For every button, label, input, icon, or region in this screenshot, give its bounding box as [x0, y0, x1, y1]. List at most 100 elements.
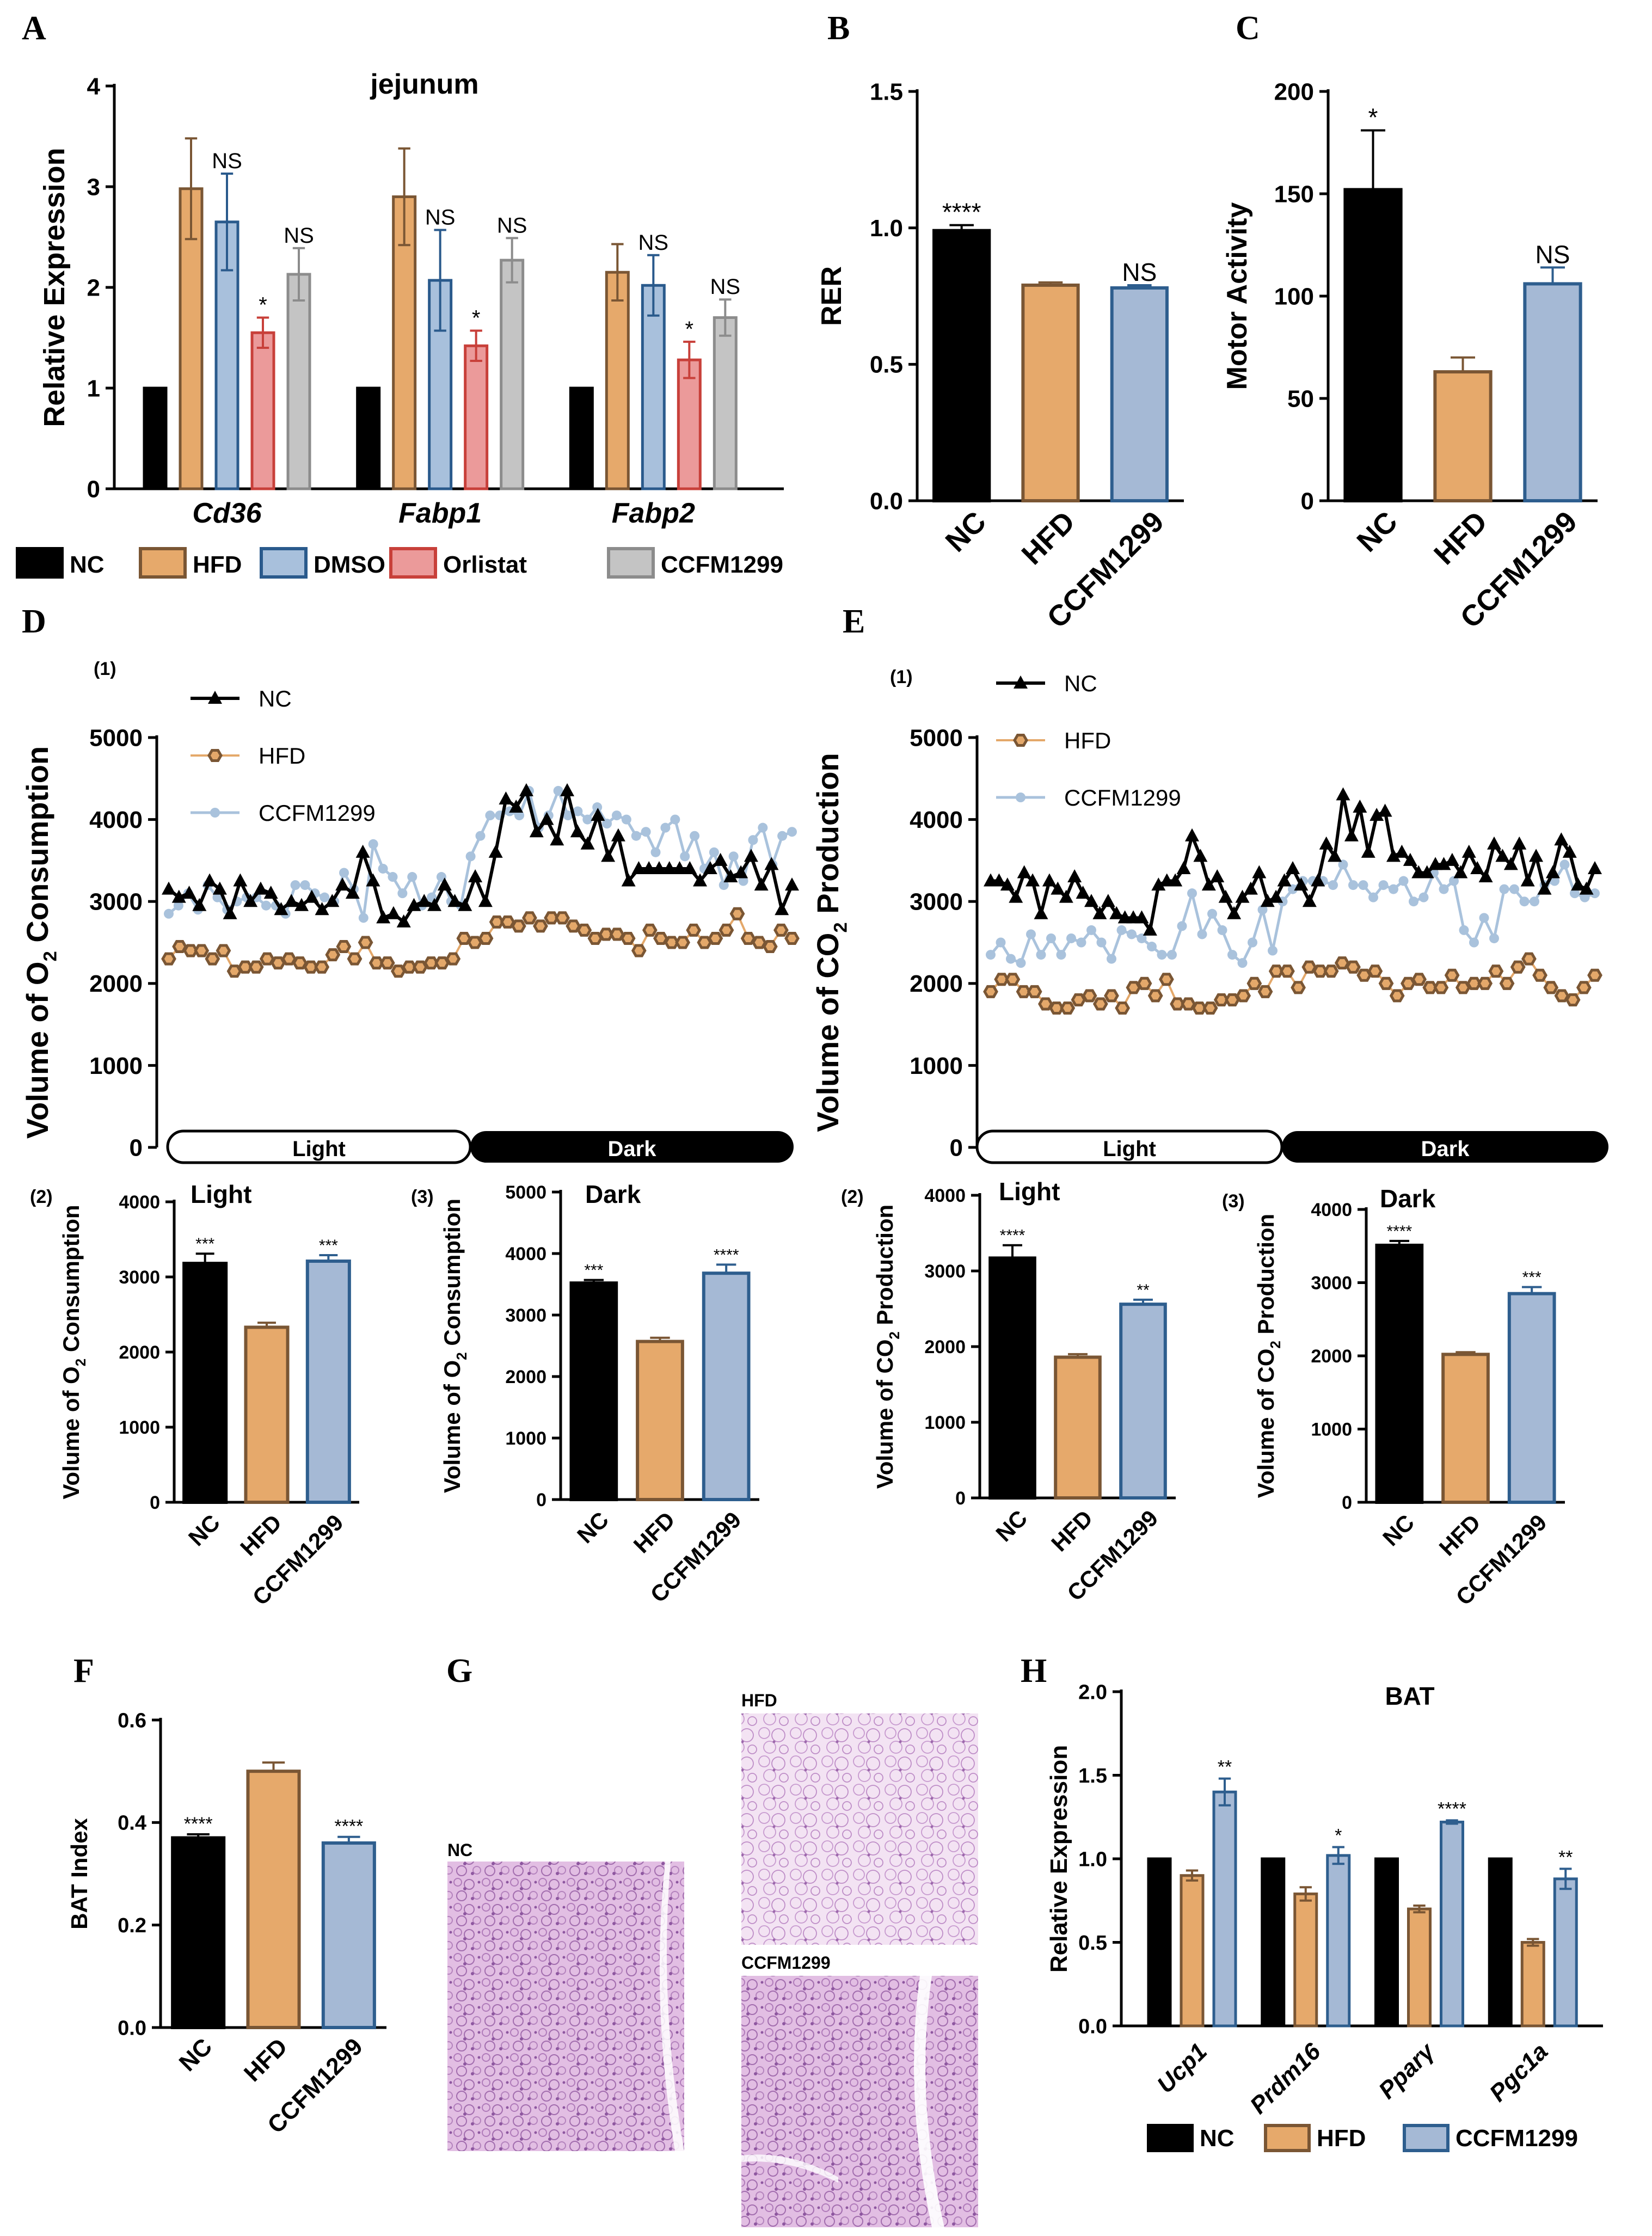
y-tick-label: 4000: [924, 1185, 966, 1206]
data-point: [1084, 894, 1098, 907]
data-point: [358, 913, 369, 923]
data-point: [1554, 989, 1570, 1003]
sub-panel-label: (1): [94, 659, 116, 679]
chart-title: jejunum: [370, 69, 478, 100]
legend-swatch-CCFM1299: [607, 547, 655, 579]
chart-D(1): 0 1000 2000 3000 4000 5000 Light Dark NC HFD CCFM1…: [20, 659, 800, 1164]
bar-NC: [569, 386, 594, 490]
bar-CCFM1299: [1553, 1877, 1578, 2028]
data-point: [1358, 880, 1368, 890]
data-point: [1348, 880, 1358, 890]
y-tick-label: 1.5: [870, 78, 903, 105]
data-point: [1246, 976, 1262, 990]
data-point: [1217, 925, 1227, 935]
data-point: [1420, 865, 1434, 879]
data-point: [1398, 876, 1409, 886]
data-point: [1027, 985, 1042, 998]
data-point: [475, 831, 486, 841]
y-axis-label: RER: [816, 266, 848, 326]
bar-NC: [1374, 1857, 1399, 2028]
y-tick-label: 0.0: [870, 488, 903, 514]
y-tick-label: 2000: [1311, 1346, 1352, 1367]
significance-label: ***: [584, 1262, 603, 1280]
x-tick-label: HFD: [629, 1507, 680, 1558]
legend-label: HFD: [1317, 2125, 1366, 2152]
data-point: [465, 851, 476, 862]
y-tick-label: 2000: [924, 1337, 966, 1357]
x-tick-label: NC: [939, 505, 993, 558]
data-point: [1537, 881, 1552, 895]
x-category-label: Cd36: [192, 497, 262, 529]
data-point: [1009, 889, 1023, 903]
data-point: [1115, 1001, 1131, 1015]
data-point: [183, 944, 199, 957]
data-point: [1470, 861, 1485, 874]
significance-label: NS: [1122, 258, 1157, 286]
data-point: [212, 892, 223, 902]
bar-HFD: [1021, 283, 1080, 502]
data-point: [1361, 844, 1375, 858]
data-point: [1170, 997, 1185, 1011]
y-tick-label: 0: [950, 1134, 963, 1161]
bar-HFD: [1407, 1907, 1432, 2028]
data-point: [1177, 921, 1187, 931]
data-point: [300, 880, 310, 890]
data-point: [1328, 849, 1342, 862]
data-point: [566, 919, 581, 933]
data-point: [427, 898, 442, 911]
significance-label: *: [1368, 103, 1378, 131]
data-point: [514, 810, 525, 821]
data-point: [1046, 933, 1056, 943]
y-tick-label: 4000: [1311, 1200, 1352, 1220]
data-point: [1565, 993, 1581, 1006]
y-tick-label: 3000: [1311, 1273, 1352, 1293]
data-point: [1060, 1001, 1076, 1015]
data-point: [423, 956, 439, 970]
data-point: [1071, 993, 1086, 1006]
chart-title: BAT: [1385, 1682, 1434, 1710]
data-point: [379, 956, 395, 970]
legend-label: DMSO: [314, 551, 385, 578]
data-point: [161, 952, 176, 966]
legend-swatch-CCFM1299: [1403, 2124, 1450, 2152]
significance-label: NS: [1536, 240, 1570, 268]
data-point: [641, 827, 651, 837]
data-point: [1042, 873, 1057, 887]
data-point: [983, 985, 998, 998]
data-point: [1236, 989, 1251, 1003]
data-point: [478, 894, 493, 907]
data-point: [1147, 942, 1157, 952]
data-point: [1445, 852, 1459, 866]
data-point: [1187, 888, 1197, 899]
bar-NC: [1375, 1243, 1424, 1504]
data-point: [675, 936, 691, 949]
data-point: [664, 936, 679, 949]
y-tick-label: 1000: [119, 1417, 160, 1438]
panel-label-D: D: [22, 603, 46, 640]
data-point: [456, 931, 472, 945]
y-tick-label: 2: [87, 274, 100, 301]
data-point: [1559, 859, 1570, 870]
y-tick-label: 5000: [910, 724, 963, 751]
data-point: [1368, 892, 1378, 902]
y-tick-label: 4000: [910, 807, 963, 833]
data-point: [1334, 956, 1350, 970]
data-point: [709, 847, 719, 857]
legend-swatch-HFD: [139, 547, 187, 579]
data-point: [202, 873, 217, 887]
phase-label-light: Light: [1103, 1137, 1156, 1161]
data-point: [1252, 865, 1267, 879]
data-point: [407, 898, 421, 911]
data-point: [1235, 889, 1250, 903]
data-point: [467, 936, 483, 949]
data-point: [1134, 910, 1149, 924]
data-point: [1218, 889, 1233, 903]
data-point: [1101, 894, 1115, 907]
x-category-label: Prdm16: [1245, 2038, 1326, 2119]
y-tick-label: 1.0: [1078, 1848, 1107, 1871]
x-tick-label: NC: [991, 1505, 1032, 1546]
data-point: [243, 894, 258, 907]
x-tick-label: NC: [174, 2033, 218, 2077]
